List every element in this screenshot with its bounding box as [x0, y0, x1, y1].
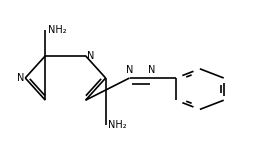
Text: NH₂: NH₂	[108, 120, 127, 130]
Text: N: N	[17, 73, 24, 83]
Text: N: N	[148, 65, 156, 75]
Text: NH₂: NH₂	[48, 25, 67, 35]
Text: N: N	[87, 51, 94, 61]
Text: N: N	[126, 65, 133, 75]
